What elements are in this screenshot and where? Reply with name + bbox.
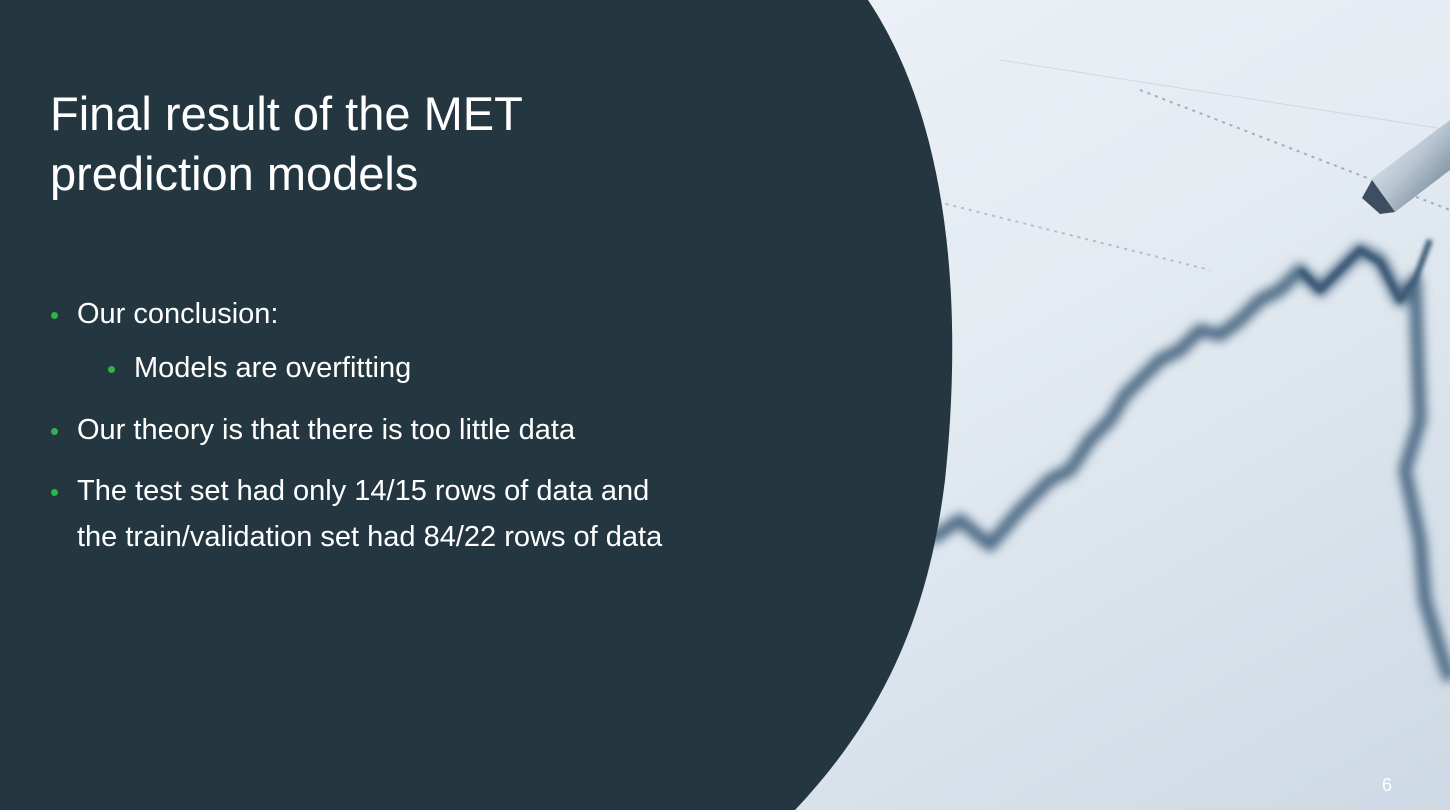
bullet-dot-icon (108, 366, 115, 373)
bullet-dot-icon (51, 428, 58, 435)
bullet-item: Our conclusion: (51, 297, 279, 337)
bullet-dot-icon (51, 312, 58, 319)
bullet-text: Our conclusion: (77, 298, 279, 330)
bullet-text: Models are overfitting (134, 352, 412, 384)
slide-title: Final result of the MET prediction model… (50, 87, 523, 200)
bullet-item: The test set had only 14/15 rows of data… (51, 474, 691, 560)
bullet-text: Our theory is that there is too little d… (77, 414, 576, 446)
page-number: 6 (1381, 775, 1392, 795)
bullet-list: Our conclusion: Models are overfitting O… (0, 0, 720, 810)
bullet-text: The test set had only 14/15 rows of data… (77, 475, 663, 553)
sub-bullet-item: Models are overfitting (108, 351, 411, 391)
bullet-item: Our theory is that there is too little d… (51, 413, 575, 453)
bullet-dot-icon (51, 489, 58, 496)
